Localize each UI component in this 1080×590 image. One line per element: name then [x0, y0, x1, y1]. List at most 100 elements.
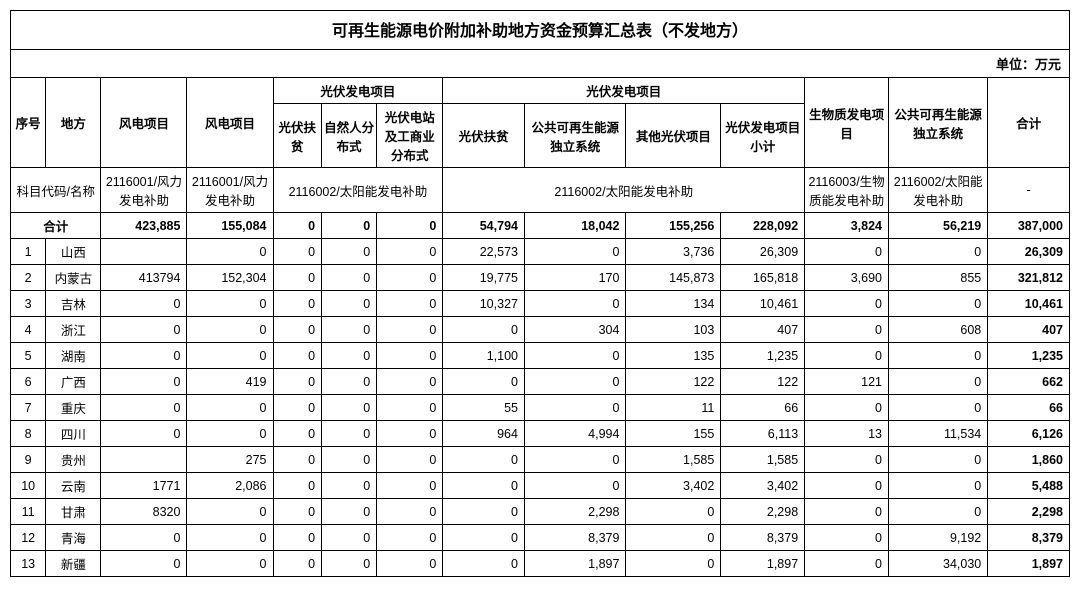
cell-p2: 0 — [322, 525, 377, 551]
totals-s3: 155,256 — [626, 213, 721, 239]
cell-w1: 0 — [101, 291, 187, 317]
cell-w1: 0 — [101, 369, 187, 395]
cell-s2: 0 — [524, 369, 625, 395]
cell-pub: 9,192 — [888, 525, 987, 551]
cell-bio: 0 — [805, 499, 889, 525]
cell-s4: 6,113 — [721, 421, 805, 447]
cell-s3: 155 — [626, 421, 721, 447]
cell-region: 云南 — [46, 473, 101, 499]
cell-p1: 0 — [273, 343, 322, 369]
cell-bio: 0 — [805, 291, 889, 317]
cell-bio: 0 — [805, 551, 889, 577]
cell-p3: 0 — [377, 473, 443, 499]
cell-idx: 9 — [11, 447, 46, 473]
cell-w1 — [101, 239, 187, 265]
cell-p2: 0 — [322, 473, 377, 499]
cell-w2: 419 — [187, 369, 273, 395]
table-row: 12青海0000008,37908,37909,1928,379 — [11, 525, 1070, 551]
cell-idx: 10 — [11, 473, 46, 499]
cell-pub: 855 — [888, 265, 987, 291]
cell-w1: 1771 — [101, 473, 187, 499]
cell-s1: 0 — [443, 317, 525, 343]
cell-p1: 0 — [273, 473, 322, 499]
cell-s2: 2,298 — [524, 499, 625, 525]
cell-s4: 2,298 — [721, 499, 805, 525]
table-row: 7重庆0000055011660066 — [11, 395, 1070, 421]
code-bio: 2116003/生物质能发电补助 — [805, 168, 889, 213]
cell-total: 8,379 — [988, 525, 1070, 551]
cell-p2: 0 — [322, 343, 377, 369]
table-row: 13新疆0000001,89701,897034,0301,897 — [11, 551, 1070, 577]
code-solar1: 2116002/太阳能发电补助 — [273, 168, 443, 213]
hdr-s-a: 光伏扶贫 — [443, 104, 525, 168]
cell-region: 贵州 — [46, 447, 101, 473]
cell-total: 2,298 — [988, 499, 1070, 525]
cell-p2: 0 — [322, 369, 377, 395]
cell-bio: 0 — [805, 525, 889, 551]
cell-s2: 8,379 — [524, 525, 625, 551]
cell-s1: 10,327 — [443, 291, 525, 317]
cell-region: 青海 — [46, 525, 101, 551]
totals-w1: 423,885 — [101, 213, 187, 239]
hdr-pub: 公共可再生能源独立系统 — [888, 78, 987, 168]
cell-p3: 0 — [377, 395, 443, 421]
cell-s1: 964 — [443, 421, 525, 447]
cell-region: 浙江 — [46, 317, 101, 343]
cell-s3: 145,873 — [626, 265, 721, 291]
cell-p3: 0 — [377, 369, 443, 395]
cell-idx: 13 — [11, 551, 46, 577]
cell-w2: 275 — [187, 447, 273, 473]
cell-p1: 0 — [273, 551, 322, 577]
cell-w1: 0 — [101, 525, 187, 551]
cell-total: 66 — [988, 395, 1070, 421]
hdr-region: 地方 — [46, 78, 101, 168]
cell-p1: 0 — [273, 499, 322, 525]
totals-p1: 0 — [273, 213, 322, 239]
cell-idx: 7 — [11, 395, 46, 421]
table-row: 8四川000009644,9941556,1131311,5346,126 — [11, 421, 1070, 447]
totals-bio: 3,824 — [805, 213, 889, 239]
cell-total: 662 — [988, 369, 1070, 395]
table-row: 10云南17712,086000003,4023,402005,488 — [11, 473, 1070, 499]
totals-p2: 0 — [322, 213, 377, 239]
hdr-pv-group: 光伏发电项目 — [273, 78, 443, 104]
cell-w2: 0 — [187, 499, 273, 525]
cell-p1: 0 — [273, 369, 322, 395]
cell-p3: 0 — [377, 447, 443, 473]
cell-s1: 0 — [443, 499, 525, 525]
hdr-s-d: 光伏发电项目小计 — [721, 104, 805, 168]
cell-s3: 103 — [626, 317, 721, 343]
cell-bio: 0 — [805, 239, 889, 265]
hdr-total: 合计 — [988, 78, 1070, 168]
cell-p1: 0 — [273, 317, 322, 343]
cell-p1: 0 — [273, 291, 322, 317]
cell-s4: 1,585 — [721, 447, 805, 473]
cell-idx: 2 — [11, 265, 46, 291]
cell-s1: 55 — [443, 395, 525, 421]
cell-region: 内蒙古 — [46, 265, 101, 291]
cell-idx: 11 — [11, 499, 46, 525]
cell-s4: 407 — [721, 317, 805, 343]
cell-s1: 0 — [443, 447, 525, 473]
cell-w2: 0 — [187, 343, 273, 369]
cell-total: 407 — [988, 317, 1070, 343]
cell-s3: 3,402 — [626, 473, 721, 499]
cell-s1: 22,573 — [443, 239, 525, 265]
cell-total: 1,897 — [988, 551, 1070, 577]
cell-s3: 135 — [626, 343, 721, 369]
unit-label: 单位：万元 — [10, 49, 1070, 77]
cell-bio: 3,690 — [805, 265, 889, 291]
cell-p2: 0 — [322, 447, 377, 473]
cell-s1: 1,100 — [443, 343, 525, 369]
cell-w1: 0 — [101, 317, 187, 343]
cell-total: 321,812 — [988, 265, 1070, 291]
cell-p2: 0 — [322, 317, 377, 343]
cell-region: 甘肃 — [46, 499, 101, 525]
cell-w1: 0 — [101, 551, 187, 577]
cell-p3: 0 — [377, 317, 443, 343]
cell-w2: 0 — [187, 395, 273, 421]
cell-s3: 122 — [626, 369, 721, 395]
cell-w1: 413794 — [101, 265, 187, 291]
table-row: 1山西000022,57303,73626,3090026,309 — [11, 239, 1070, 265]
cell-total: 5,488 — [988, 473, 1070, 499]
